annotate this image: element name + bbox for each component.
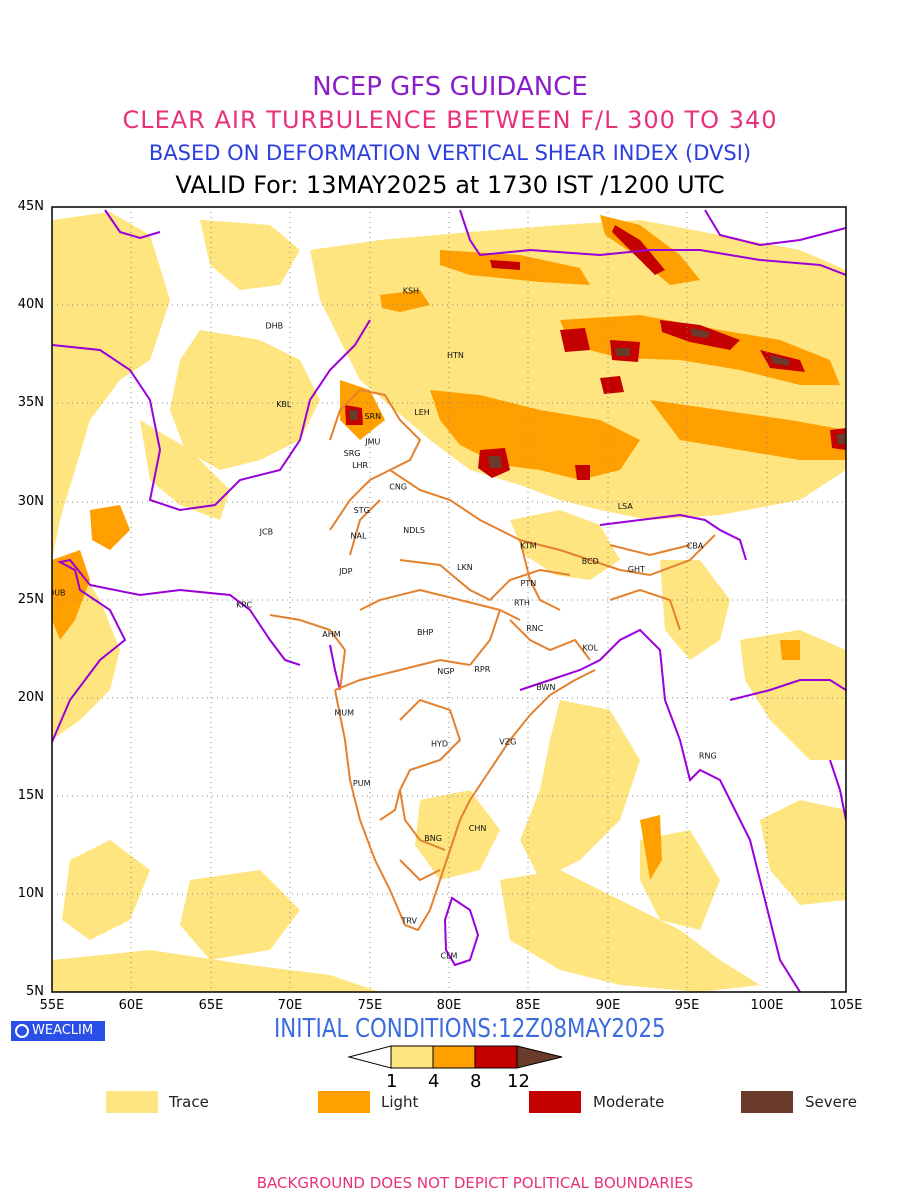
logo-text: WEACLIM <box>32 1023 94 1038</box>
city-label-jdp: JDP <box>338 567 353 576</box>
city-label-stg: STG <box>354 506 370 515</box>
legend-label-trace: Trace <box>169 1093 209 1111</box>
city-label-jmu: JMU <box>364 438 380 447</box>
city-label-ktm: KTM <box>520 542 537 551</box>
lat-label: 25N <box>17 592 44 607</box>
lat-label: 10N <box>17 886 44 901</box>
legend-swatch-moderate <box>529 1091 581 1113</box>
city-label-krc: KRC <box>236 600 252 609</box>
lon-label: 60E <box>118 998 144 1013</box>
lon-label: 55E <box>39 998 65 1013</box>
city-label-vzg: VZG <box>499 738 516 747</box>
city-label-htn: HTN <box>447 351 464 360</box>
weaclim-logo: WEACLIM <box>11 1021 105 1041</box>
legend-swatch-light <box>318 1091 370 1113</box>
city-label-nal: NAL <box>351 532 367 541</box>
title-valid-time: VALID For: 13MAY2025 at 1730 IST /1200 U… <box>175 171 725 199</box>
lon-label: 100E <box>750 998 784 1013</box>
city-label-bwn: BWN <box>536 683 555 692</box>
city-label-ahm: AHM <box>322 630 340 639</box>
city-label-kol: KOL <box>583 644 599 653</box>
city-label-srn: SRN <box>364 412 381 421</box>
city-label-pum: PUM <box>353 779 371 788</box>
city-label-kbl: KBL <box>276 400 292 409</box>
lon-label: 75E <box>357 998 383 1013</box>
city-label-jcb: JCB <box>259 528 273 537</box>
city-label-trv: TRV <box>401 916 418 925</box>
lat-label: 40N <box>17 297 44 312</box>
city-label-lhr: LHR <box>352 461 368 470</box>
city-label-rpr: RPR <box>474 665 490 674</box>
city-label-rng: RNG <box>699 752 717 761</box>
map-frame <box>51 206 847 993</box>
city-label-bcd: BCD <box>582 557 599 566</box>
lat-label: 5N <box>26 984 44 999</box>
state-borders <box>269 388 716 932</box>
city-label-dhb: DHB <box>265 322 283 331</box>
lon-label: 65E <box>198 998 224 1013</box>
city-label-ngp: NGP <box>437 667 454 676</box>
city-label-cba: CBA <box>687 542 704 551</box>
city-label-ght: GHT <box>628 565 645 574</box>
city-label-mum: MUM <box>334 708 354 717</box>
lat-label: 15N <box>17 788 44 803</box>
lon-label: 85E <box>515 998 541 1013</box>
city-label-clm: CLM <box>441 952 458 961</box>
city-label-lsa: LSA <box>618 502 634 511</box>
lat-label: 35N <box>17 395 44 410</box>
legend-label-light: Light <box>381 1093 419 1111</box>
legend-label-moderate: Moderate <box>593 1093 665 1111</box>
city-label-cng: CNG <box>389 483 407 492</box>
city-label-srg: SRG <box>344 449 361 458</box>
grid-lines <box>52 207 846 992</box>
lat-label: 45N <box>17 199 44 214</box>
colorbar-tick: 1 <box>386 1071 398 1092</box>
lon-label: 80E <box>436 998 462 1013</box>
city-label-ksh: KSH <box>403 286 419 295</box>
title-method: BASED ON DEFORMATION VERTICAL SHEAR INDE… <box>148 141 752 165</box>
city-label-chn: CHN <box>469 824 487 833</box>
city-label-bhp: BHP <box>417 628 434 637</box>
city-label-lkn: LKN <box>457 563 473 572</box>
city-label-ptn: PTN <box>521 579 537 588</box>
lat-label: 20N <box>17 690 44 705</box>
footer-note: BACKGROUND DOES NOT DEPICT POLITICAL BOU… <box>256 1174 694 1192</box>
city-label-ndls: NDLS <box>403 526 425 535</box>
lon-label: 95E <box>674 998 700 1013</box>
title-model: NCEP GFS GUIDANCE <box>312 72 588 102</box>
coastlines <box>52 209 846 992</box>
legend-swatch-severe <box>741 1091 793 1113</box>
city-label-leh: LEH <box>414 408 430 417</box>
colorbar-tick: 12 <box>507 1071 530 1092</box>
initial-conditions: INITIAL CONDITIONS:12Z08MAY2025 <box>274 1014 666 1044</box>
lon-label: 70E <box>277 998 303 1013</box>
title-product: CLEAR AIR TURBULENCE BETWEEN F/L 300 TO … <box>122 106 778 134</box>
city-label-rnc: RNC <box>526 624 544 633</box>
city-label-hyd: HYD <box>431 740 448 749</box>
severe-shading <box>349 328 846 468</box>
trace-shading <box>52 212 846 992</box>
city-label-rth: RTH <box>514 598 530 607</box>
lon-label: 105E <box>829 998 863 1013</box>
city-label-bng: BNG <box>424 834 442 843</box>
colorbar-tick: 8 <box>470 1071 482 1092</box>
colorbar-tick: 4 <box>428 1071 440 1092</box>
lat-label: 30N <box>17 494 44 509</box>
globe-icon <box>15 1024 29 1038</box>
legend-label-severe: Severe <box>805 1093 857 1111</box>
city-label-dub: DUB <box>48 589 66 598</box>
lon-label: 90E <box>595 998 621 1013</box>
legend-swatch-trace <box>106 1091 158 1113</box>
